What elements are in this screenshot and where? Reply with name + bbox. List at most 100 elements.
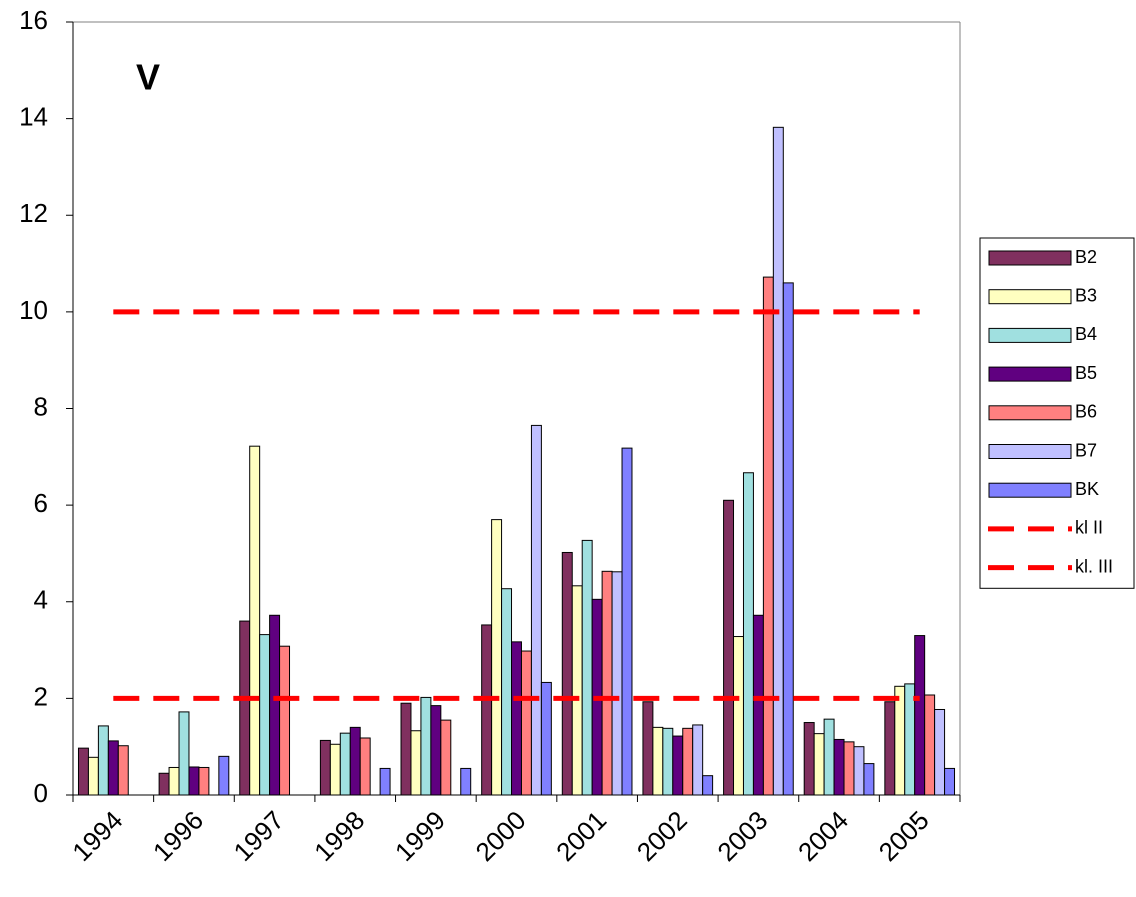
bar bbox=[491, 519, 503, 796]
bar bbox=[339, 732, 351, 796]
y-tick-label: 2 bbox=[34, 681, 48, 711]
y-tick-label: 0 bbox=[34, 778, 48, 808]
bar bbox=[853, 746, 865, 796]
bar bbox=[611, 571, 623, 796]
bar bbox=[813, 733, 825, 796]
bar bbox=[621, 447, 633, 796]
legend-label: B5 bbox=[1075, 363, 1097, 383]
bar bbox=[863, 763, 875, 796]
bar bbox=[97, 725, 109, 796]
bar bbox=[833, 738, 845, 796]
x-tick-label: 1994 bbox=[66, 805, 128, 867]
legend-label: B4 bbox=[1075, 324, 1097, 344]
y-tick-label: 14 bbox=[19, 102, 48, 132]
bar bbox=[430, 705, 442, 796]
bar bbox=[511, 641, 522, 796]
legend-swatch bbox=[988, 366, 1072, 382]
bar bbox=[803, 722, 815, 796]
bar bbox=[188, 766, 200, 796]
x-tick-label: 2002 bbox=[631, 805, 693, 867]
legend-swatch bbox=[988, 327, 1072, 343]
bar bbox=[329, 743, 341, 796]
y-tick-label: 4 bbox=[34, 585, 48, 615]
legend-label: B2 bbox=[1075, 247, 1097, 267]
x-tick-label: 1997 bbox=[228, 805, 290, 867]
bar bbox=[733, 636, 744, 796]
bar bbox=[581, 539, 593, 796]
x-tick-label: 2003 bbox=[711, 805, 773, 867]
bar bbox=[359, 737, 371, 796]
bar bbox=[843, 741, 855, 796]
y-tick-label: 8 bbox=[34, 391, 48, 421]
bar bbox=[540, 681, 552, 796]
bar bbox=[117, 745, 129, 796]
y-tick-label: 12 bbox=[19, 198, 48, 228]
chart-title: V bbox=[136, 57, 160, 98]
bar bbox=[349, 726, 361, 796]
legend-swatch bbox=[988, 405, 1072, 421]
legend-swatch bbox=[988, 482, 1072, 498]
bar bbox=[168, 766, 180, 796]
bar bbox=[823, 718, 835, 796]
bar bbox=[400, 702, 412, 796]
bar bbox=[77, 747, 89, 796]
bar bbox=[652, 726, 664, 796]
bar bbox=[944, 767, 956, 796]
legend-label: BK bbox=[1075, 479, 1099, 499]
bar bbox=[158, 772, 170, 796]
bar bbox=[239, 620, 251, 796]
bar bbox=[379, 767, 391, 796]
bar bbox=[662, 727, 674, 796]
bar bbox=[218, 755, 230, 796]
bar bbox=[501, 588, 513, 796]
bar bbox=[914, 635, 926, 796]
bar bbox=[742, 472, 754, 796]
bar bbox=[692, 724, 704, 796]
bar bbox=[520, 650, 532, 796]
bar bbox=[319, 739, 331, 796]
bar bbox=[269, 614, 281, 796]
x-tick-label: 2000 bbox=[469, 805, 531, 867]
bar bbox=[762, 276, 774, 796]
legend-swatch bbox=[988, 250, 1072, 266]
legend-swatch bbox=[988, 289, 1072, 305]
bar bbox=[530, 424, 542, 796]
legend-label: kl. III bbox=[1075, 556, 1113, 576]
bar bbox=[772, 126, 784, 796]
bar bbox=[601, 570, 613, 796]
y-tick-label: 10 bbox=[19, 295, 48, 325]
bar bbox=[178, 711, 190, 796]
bar bbox=[894, 685, 906, 796]
legend-label: B3 bbox=[1075, 285, 1097, 305]
legend-swatch bbox=[988, 444, 1072, 459]
legend-label: kl II bbox=[1075, 518, 1103, 538]
bar bbox=[702, 775, 714, 796]
bar bbox=[884, 701, 896, 796]
legend-label: B6 bbox=[1075, 402, 1097, 422]
bar bbox=[904, 683, 916, 796]
x-tick-label: 2001 bbox=[550, 805, 612, 867]
bar bbox=[87, 756, 99, 796]
y-tick-label: 6 bbox=[34, 488, 48, 518]
legend-label: B7 bbox=[1075, 440, 1097, 460]
bar bbox=[410, 730, 422, 796]
bar bbox=[752, 614, 764, 796]
bar bbox=[934, 708, 946, 796]
bar bbox=[249, 445, 261, 796]
bar bbox=[782, 282, 794, 796]
bar bbox=[672, 735, 684, 796]
bar bbox=[924, 694, 936, 796]
bar bbox=[198, 766, 210, 796]
x-tick-label: 2004 bbox=[792, 805, 854, 867]
bar bbox=[440, 719, 452, 796]
bar bbox=[460, 767, 472, 796]
x-tick-label: 2005 bbox=[873, 805, 935, 867]
bar bbox=[571, 585, 583, 796]
bar bbox=[723, 499, 735, 796]
bar bbox=[279, 645, 291, 796]
bar bbox=[481, 624, 493, 796]
bar bbox=[682, 727, 694, 796]
bar bbox=[107, 740, 119, 796]
x-tick-label: 1999 bbox=[389, 805, 451, 867]
